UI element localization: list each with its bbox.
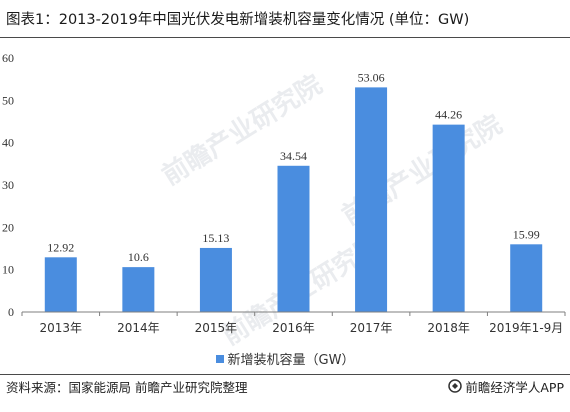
x-tick-label: 2014年 xyxy=(117,321,160,335)
footer-divider xyxy=(0,374,570,375)
y-tick-label: 60 xyxy=(2,51,14,65)
legend-label: 新增装机容量（GW） xyxy=(227,353,355,368)
chart-title: 图表1：2013-2019年中国光伏发电新增装机容量变化情况 (单位：GW) xyxy=(6,12,470,28)
bar xyxy=(277,165,310,312)
bar-value-label: 12.92 xyxy=(47,240,74,254)
bar-value-label: 15.99 xyxy=(513,227,540,241)
bar xyxy=(355,87,388,312)
chart-area: 0 10 20 30 40 50 60 12.92 10.6 15.13 34.54 53.06 44… xyxy=(0,40,570,372)
bar xyxy=(44,257,77,312)
brand-name: 前瞻经济学人APP xyxy=(465,380,564,395)
x-tick-label: 2017年 xyxy=(350,321,393,335)
bar-value-label: 15.13 xyxy=(202,231,229,245)
bar-series xyxy=(44,87,543,313)
bar-chart: 0 10 20 30 40 50 60 12.92 10.6 15.13 34.54 53.06 44… xyxy=(2,51,566,335)
bar-value-label: 44.26 xyxy=(435,108,462,122)
legend: 新增装机容量（GW） xyxy=(0,349,570,368)
y-tick-label: 0 xyxy=(8,305,14,319)
bar-value-label: 34.54 xyxy=(280,149,307,163)
brand-logo-icon xyxy=(448,378,463,399)
bar-value-label: 10.6 xyxy=(128,250,149,264)
bar xyxy=(199,247,232,312)
x-tick-label: 2015年 xyxy=(195,321,238,335)
bar xyxy=(432,124,465,313)
y-tick-label: 20 xyxy=(2,220,14,234)
bar-value-label: 53.06 xyxy=(358,70,385,84)
y-tick-label: 40 xyxy=(2,136,14,150)
x-tick-label: 2019年1-9月 xyxy=(489,321,563,335)
y-axis: 0 10 20 30 40 50 60 xyxy=(2,51,14,319)
brand: 前瞻经济学人APP xyxy=(448,378,564,399)
y-tick-label: 10 xyxy=(2,263,14,277)
x-axis: 2013年 2014年 2015年 2016年 2017年 2018年 2019年1-9月 xyxy=(21,311,566,335)
source-note: 资料来源：国家能源局 前瞻产业研究院整理 xyxy=(6,380,248,395)
y-tick-label: 50 xyxy=(2,93,14,107)
legend-swatch xyxy=(215,354,224,363)
title-divider xyxy=(0,37,570,38)
bar xyxy=(510,244,543,312)
x-tick-label: 2016年 xyxy=(272,321,315,335)
x-tick-label: 2013年 xyxy=(40,321,83,335)
value-labels: 12.92 10.6 15.13 34.54 53.06 44.26 15.99 xyxy=(47,70,539,264)
y-tick-label: 30 xyxy=(2,178,14,192)
x-tick-label: 2018年 xyxy=(427,321,470,335)
bar xyxy=(122,267,155,312)
